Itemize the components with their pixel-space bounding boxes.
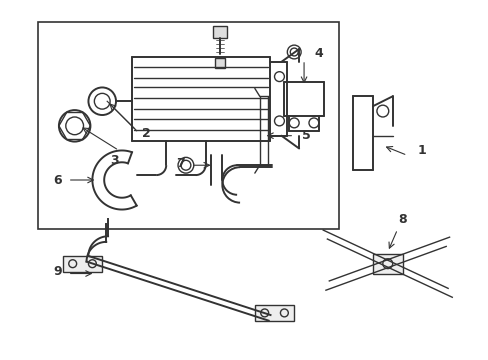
Text: 6: 6: [54, 174, 62, 186]
Text: 9: 9: [54, 265, 62, 278]
Bar: [215, 58, 225, 68]
Bar: [372, 254, 402, 274]
Text: 2: 2: [142, 127, 151, 140]
Text: 1: 1: [416, 144, 425, 157]
Bar: [63, 256, 102, 271]
Text: 8: 8: [397, 213, 406, 226]
Bar: [38, 22, 338, 229]
Text: 3: 3: [109, 154, 118, 167]
Text: 7: 7: [176, 157, 185, 170]
Text: 4: 4: [314, 48, 323, 60]
Bar: [213, 26, 227, 38]
Text: 5: 5: [301, 129, 310, 142]
Bar: [254, 305, 294, 321]
